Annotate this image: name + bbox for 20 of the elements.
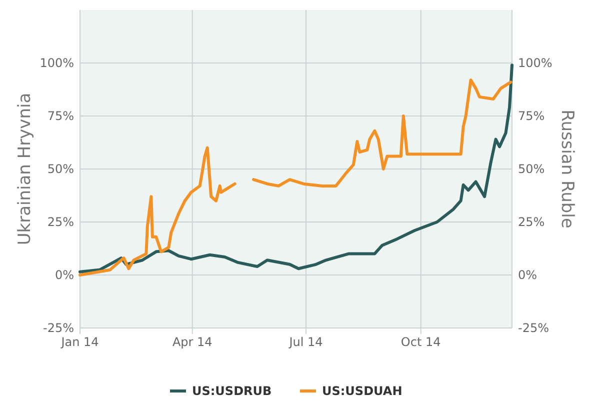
y2-tick-label: 75% — [518, 109, 545, 124]
legend-label: US:USDRUB — [192, 384, 272, 398]
y2-tick-label: -25% — [518, 321, 550, 336]
x-tick-label: Jul 14 — [288, 335, 323, 349]
x-tick-label: Oct 14 — [400, 335, 441, 349]
y-tick-label: 100% — [40, 56, 74, 70]
y-tick-label: 0% — [54, 268, 74, 282]
y2-tick-label: 50% — [518, 162, 545, 176]
y2-tick-label: 0% — [518, 268, 538, 282]
y2-tick-label: 25% — [518, 215, 545, 230]
x-tick-label: Apr 14 — [172, 335, 212, 349]
legend-label: US:USDUAH — [322, 384, 402, 398]
y-tick-label: 75% — [47, 109, 74, 124]
y-tick-label: 25% — [47, 215, 74, 230]
y-axis-title: Ukrainian Hryvnia — [15, 92, 35, 246]
y-tick-label: 50% — [47, 162, 74, 176]
x-tick-label: Jan 14 — [60, 335, 99, 349]
y2-axis-title: Russian Ruble — [557, 110, 577, 228]
y-tick-label: -25% — [42, 321, 74, 336]
y2-tick-label: 100% — [518, 56, 552, 70]
